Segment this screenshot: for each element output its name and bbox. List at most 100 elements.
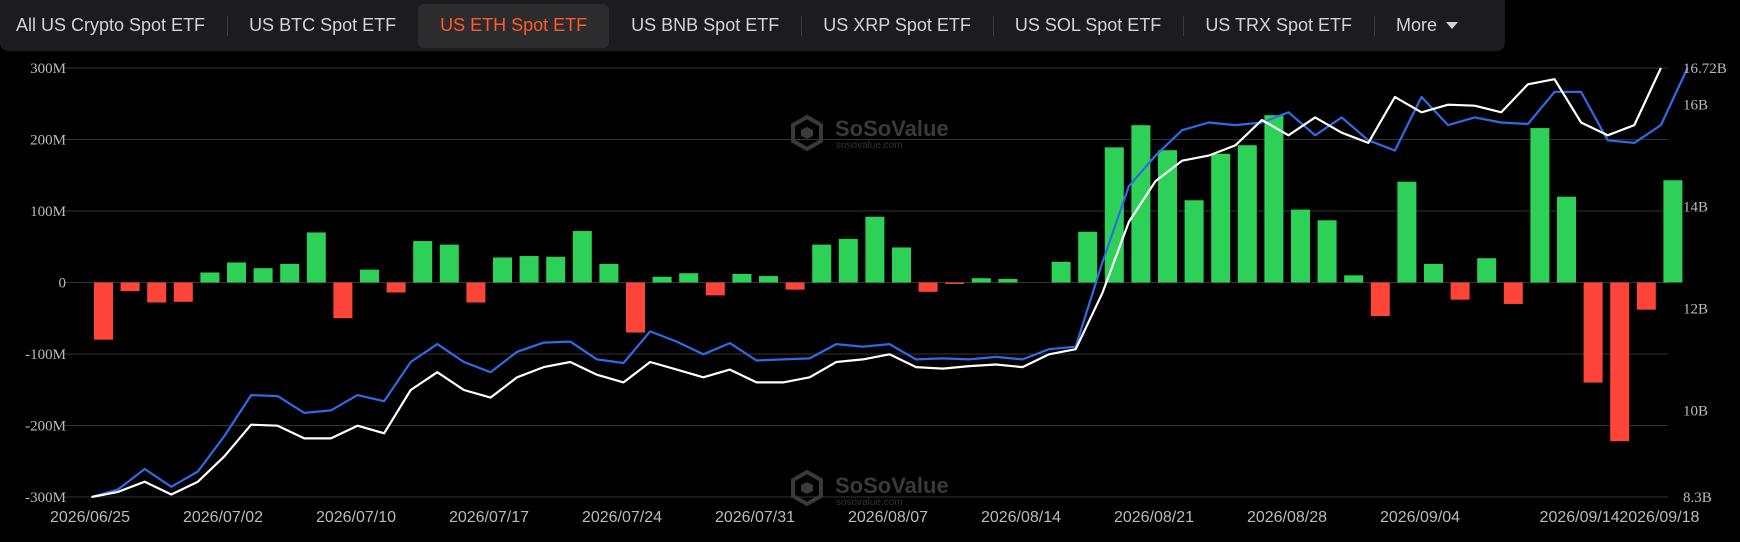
flow-bar bbox=[173, 282, 193, 302]
flow-bar bbox=[493, 257, 512, 283]
y-right-tick-label: 12B bbox=[1683, 301, 1708, 317]
x-tick-label: 2026/08/28 bbox=[1247, 509, 1327, 526]
flow-bar bbox=[1636, 282, 1656, 310]
flow-bar bbox=[94, 282, 113, 340]
y-left-tick-label: 200M bbox=[30, 133, 66, 149]
flow-bar bbox=[1397, 181, 1417, 283]
etf-tab-bar: All US Crypto Spot ETF US BTC Spot ETF U… bbox=[0, 0, 1505, 51]
x-tick-label: 2026/07/31 bbox=[715, 509, 795, 526]
flow-bar bbox=[1610, 282, 1630, 442]
tab-us-btc-spot-etf[interactable]: US BTC Spot ETF bbox=[227, 4, 418, 48]
flow-bar bbox=[519, 256, 539, 283]
flow-bar bbox=[998, 278, 1018, 283]
flow-bar bbox=[1264, 115, 1284, 283]
flow-bar bbox=[466, 282, 486, 303]
flow-bar bbox=[333, 282, 353, 319]
x-tick-label: 2026/08/14 bbox=[981, 509, 1061, 526]
more-label: More bbox=[1396, 15, 1438, 35]
flow-bar bbox=[413, 241, 433, 283]
y-right-tick-label: 14B bbox=[1683, 200, 1708, 216]
flow-bar bbox=[865, 216, 885, 283]
y-right-tick-label: 16.72B bbox=[1683, 61, 1727, 77]
tab-us-eth-spot-etf[interactable]: US ETH Spot ETF bbox=[418, 3, 610, 48]
tab-us-sol-spot-etf[interactable]: US SOL Spot ETF bbox=[992, 4, 1183, 48]
flow-bar bbox=[1450, 282, 1470, 300]
flow-bar bbox=[1158, 150, 1177, 283]
y-right-tick-label: 16B bbox=[1683, 98, 1708, 114]
flow-bar bbox=[572, 231, 592, 283]
x-tick-label: 2026/07/02 bbox=[183, 509, 263, 526]
watermark-brand: SoSoValue bbox=[835, 473, 949, 498]
flow-bar bbox=[892, 247, 911, 283]
flow-bar bbox=[971, 278, 991, 283]
flow-bar bbox=[626, 282, 645, 333]
flow-bar bbox=[360, 269, 379, 283]
flow-bar bbox=[1477, 258, 1497, 283]
flow-bar bbox=[838, 238, 858, 283]
flow-bar bbox=[253, 268, 273, 283]
x-tick-label: 2026/09/14 bbox=[1540, 509, 1620, 526]
flow-bar bbox=[705, 282, 725, 296]
flow-bar bbox=[1583, 282, 1603, 383]
y-left-tick-label: -200M bbox=[25, 419, 66, 435]
watermark-url: sosovalue.com bbox=[836, 140, 903, 151]
y-left-tick-label: -100M bbox=[25, 347, 66, 363]
flow-bar bbox=[1237, 145, 1257, 283]
cumulative-lines bbox=[91, 67, 1689, 499]
watermark-brand: SoSoValue bbox=[835, 116, 949, 141]
flow-bar bbox=[1424, 263, 1443, 283]
tab-us-trx-spot-etf[interactable]: US TRX Spot ETF bbox=[1183, 4, 1374, 48]
watermarks: SoSoValue sosovalue.com SoSoValue sosova… bbox=[791, 114, 949, 508]
flow-bar bbox=[1503, 282, 1523, 304]
watermark-bottom: SoSoValue sosovalue.com bbox=[791, 469, 949, 508]
flow-bar bbox=[599, 263, 619, 283]
sosovalue-logo-icon bbox=[791, 114, 823, 152]
flow-bar bbox=[1370, 282, 1390, 317]
y-left-tick-label: 100M bbox=[30, 204, 66, 220]
flow-bar bbox=[652, 276, 672, 283]
flow-bar bbox=[200, 272, 220, 283]
flow-bar bbox=[732, 273, 752, 283]
more-dropdown[interactable]: More bbox=[1374, 4, 1480, 48]
x-tick-label: 2026/09/18 bbox=[1619, 509, 1699, 526]
x-tick-label: 2026/08/07 bbox=[848, 509, 928, 526]
flow-bar bbox=[280, 263, 300, 283]
flow-bar bbox=[1663, 180, 1683, 283]
y-right-tick-label: 8.3B bbox=[1683, 490, 1712, 506]
flow-bar bbox=[306, 232, 326, 283]
flow-bar bbox=[918, 282, 938, 292]
tab-us-bnb-spot-etf[interactable]: US BNB Spot ETF bbox=[631, 15, 780, 35]
flow-bar bbox=[679, 273, 699, 283]
flow-bar bbox=[1530, 128, 1550, 283]
y-left-tick-label: 0 bbox=[59, 276, 67, 292]
chevron-down-icon bbox=[1446, 22, 1459, 29]
flow-bar bbox=[1211, 153, 1231, 283]
watermark-top: SoSoValue sosovalue.com bbox=[791, 114, 949, 152]
flow-bar bbox=[1317, 220, 1337, 283]
flow-bar bbox=[759, 276, 778, 283]
flow-bar bbox=[120, 282, 140, 292]
flow-bar bbox=[945, 282, 965, 284]
flow-bar bbox=[1291, 209, 1310, 283]
watermark-url: sosovalue.com bbox=[836, 497, 903, 508]
flow-bar bbox=[546, 256, 566, 283]
tab-us-xrp-spot-etf[interactable]: US XRP Spot ETF bbox=[801, 4, 993, 48]
x-tick-label: 2026/07/17 bbox=[449, 509, 529, 526]
flow-bar bbox=[1557, 196, 1576, 283]
flow-bar bbox=[812, 244, 832, 283]
x-tick-label: 2026/08/21 bbox=[1114, 509, 1194, 526]
daily-net-inflow-bars bbox=[94, 115, 1683, 442]
flow-bar bbox=[1078, 231, 1098, 283]
x-tick-label: 2026/09/04 bbox=[1380, 509, 1460, 526]
flow-bar bbox=[1184, 200, 1204, 283]
flow-bar bbox=[439, 244, 459, 283]
x-tick-label: 2026/06/25 bbox=[50, 509, 130, 526]
flow-bar bbox=[227, 262, 246, 283]
axis-labels: 300M 200M 100M 0 -100M -200M -300M 16.72B 16B 14B… bbox=[25, 61, 1727, 526]
tab-all-us-crypto-spot-etf[interactable]: All US Crypto Spot ETF bbox=[16, 15, 206, 35]
flow-bar bbox=[386, 282, 406, 293]
sosovalue-logo-icon bbox=[791, 469, 823, 507]
y-left-tick-label: -300M bbox=[25, 490, 66, 506]
y-left-tick-label: 300M bbox=[30, 61, 66, 77]
